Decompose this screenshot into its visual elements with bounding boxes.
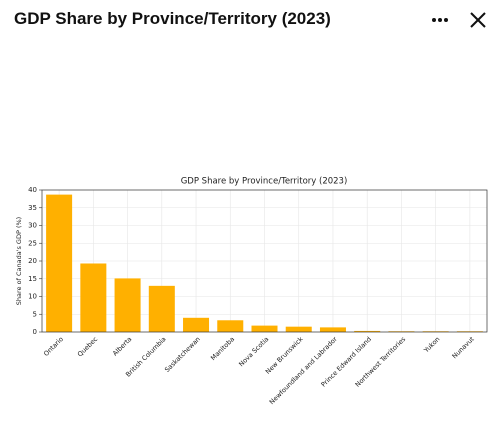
y-tick-label: 10: [28, 293, 37, 301]
bar: [46, 194, 73, 332]
bar: [251, 325, 278, 332]
x-tick-label: Newfoundland and Labrador: [268, 335, 339, 406]
bar: [456, 331, 483, 332]
bar: [388, 331, 415, 332]
bar: [183, 317, 210, 332]
x-tick-label: Manitoba: [209, 335, 236, 362]
y-axis-label: Share of Canada's GDP (%): [15, 217, 23, 305]
header-title: GDP Share by Province/Territory (2023): [14, 9, 331, 28]
x-tick-label: Nunavut: [451, 335, 476, 360]
x-tick-label: Quebec: [76, 335, 100, 359]
y-tick-label: 5: [33, 310, 37, 318]
dot: [438, 18, 442, 22]
y-tick-label: 0: [33, 328, 37, 336]
bar: [148, 285, 175, 332]
bar: [217, 320, 244, 332]
y-tick-label: 30: [28, 222, 37, 230]
close-button[interactable]: [470, 12, 486, 28]
dot: [444, 18, 448, 22]
x-tick-label: Saskatchewan: [163, 335, 202, 374]
bar: [354, 330, 381, 332]
close-stroke: [470, 12, 486, 28]
x-tick-label: Nova Scotia: [237, 335, 270, 368]
y-tick-label: 15: [28, 275, 37, 283]
y-tick-label: 35: [28, 204, 37, 212]
y-tick-label: 40: [28, 186, 37, 194]
bar: [285, 326, 312, 332]
chart-title: GDP Share by Province/Territory (2023): [181, 177, 348, 187]
x-tick-label: Alberta: [111, 335, 133, 357]
x-tick-label: Ontario: [42, 335, 65, 358]
dot: [432, 18, 436, 22]
more-button[interactable]: [432, 18, 448, 22]
plot-frame: [41, 189, 488, 333]
bar: [422, 331, 449, 332]
y-tick-label: 20: [28, 257, 37, 265]
y-tick-label: 25: [28, 239, 37, 247]
x-tick-label: Yukon: [422, 335, 442, 355]
bar: [80, 263, 107, 332]
bar: [114, 278, 141, 332]
bar: [319, 327, 346, 332]
